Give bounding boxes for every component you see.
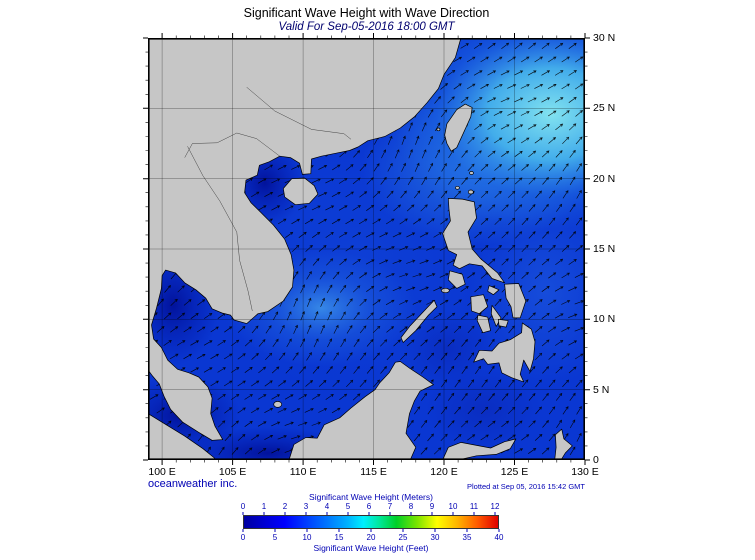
colorbar-tick-mark (452, 512, 454, 515)
colorbar-meters-scale: 0 1 2 3 4 5 6 7 8 9 10 11 12 (240, 492, 500, 554)
colorbar-tick-mark (402, 529, 404, 532)
colorbar-tick-mark (338, 529, 340, 532)
colorbar-meters-tick-label: 6 (366, 502, 372, 511)
y-axis-tick-label: 10 N (593, 313, 616, 326)
y-axis-tick-label: 25 N (593, 102, 616, 115)
colorbar-tick-mark (263, 512, 265, 515)
x-axis-tick-label: 125 E (500, 466, 529, 478)
colorbar-meters-tick-label: 2 (282, 502, 288, 511)
colorbar-tick-mark (473, 512, 475, 515)
colorbar-feet-tick-label: 20 (366, 533, 376, 542)
colorbar-tick-mark (434, 529, 436, 532)
x-axis-tick-label: 120 E (430, 466, 458, 478)
map-frame-border (148, 38, 585, 460)
colorbar-tick-mark (370, 529, 372, 532)
land-layer (148, 38, 573, 460)
colorbar-feet-tick-label: 30 (430, 533, 440, 542)
colorbar-meters-tick-label: 0 (240, 502, 246, 511)
y-axis-tick-label: 20 N (593, 172, 616, 185)
figure-title: Significant Wave Height with Wave Direct… (243, 6, 490, 20)
credit-text: oceanweather inc. (148, 478, 238, 490)
colorbar-tick-mark (242, 512, 244, 515)
colorbar-feet-tick-label: 35 (462, 533, 472, 542)
x-axis-tick-label: 115 E (360, 466, 387, 478)
colorbar-tick-mark (347, 512, 349, 515)
colorbar-tick-mark (368, 512, 370, 515)
colorbar-tick-mark (274, 529, 276, 532)
y-axis-tick-label: 15 N (593, 243, 616, 255)
y-axis-tick-label: 5 N (593, 383, 610, 396)
colorbar-tick-mark (494, 512, 496, 515)
colorbar-feet-tick-label: 40 (494, 533, 504, 542)
inland-border-lines (184, 87, 352, 311)
y-axis-tick-label: 0 (593, 454, 599, 466)
colorbar-meters-tick-label: 5 (345, 502, 351, 511)
colorbar-tick-mark (410, 512, 412, 515)
x-axis-tick-label: 105 E (218, 466, 247, 478)
colorbar-meters-tick-label: 9 (429, 502, 435, 511)
x-axis-tick-label: 100 E (148, 466, 176, 478)
colorbar-tick-mark (305, 512, 307, 515)
colorbar-meters-tick-label: 8 (408, 502, 414, 511)
colorbar-tick-mark (466, 529, 468, 532)
colorbar-tick-mark (284, 512, 286, 515)
colorbar-meters-tick-label: 4 (324, 502, 330, 511)
axis-minor-ticks (145, 35, 588, 463)
colorbar-meters-tick-label: 12 (490, 502, 500, 511)
figure-subtitle: Valid For Sep-05-2016 18:00 GMT (278, 21, 455, 33)
colorbar-meters-tick-label: 3 (303, 502, 309, 511)
colorbar-tick-mark (498, 529, 500, 532)
colorbar-label-meters: Significant Wave Height (Meters) (309, 492, 433, 502)
colorbar-tick-mark (389, 512, 391, 515)
wave-map-svg (143, 33, 590, 465)
colorbar-feet-tick-label: 10 (302, 533, 312, 542)
colorbar-tick-mark (242, 529, 244, 532)
colorbar-meters-tick-label: 10 (448, 502, 458, 511)
colorbar-feet-tick-label: 15 (334, 533, 344, 542)
colorbar-feet-scale: 0 5 10 15 20 25 30 35 40 (240, 492, 503, 554)
colorbar-feet-tick-label: 5 (272, 533, 278, 542)
plotted-at-text: Plotted at Sep 05, 2016 15:42 GMT (467, 482, 585, 491)
colorbar-meters-tick-label: 7 (387, 502, 393, 511)
x-axis-tick-label: 130 E (571, 466, 599, 478)
colorbar-meters-tick-label: 11 (469, 502, 479, 511)
colorbar-gradient-bar (243, 515, 499, 529)
x-axis-tick-label: 110 E (289, 466, 317, 478)
colorbar-feet-tick-label: 0 (240, 533, 246, 542)
axis-major-ticks (143, 33, 590, 465)
grid-lines (148, 38, 585, 460)
map-plot-area (143, 33, 590, 465)
colorbar-tick-mark (326, 512, 328, 515)
colorbar-tick-mark (431, 512, 433, 515)
y-axis-tick-label: 30 N (593, 32, 616, 44)
colorbar-tick-mark (306, 529, 308, 532)
colorbar-label-feet: Significant Wave Height (Feet) (313, 543, 429, 553)
colorbar-feet-tick-label: 25 (398, 533, 408, 542)
colorbar-meters-tick-label: 1 (261, 502, 267, 511)
